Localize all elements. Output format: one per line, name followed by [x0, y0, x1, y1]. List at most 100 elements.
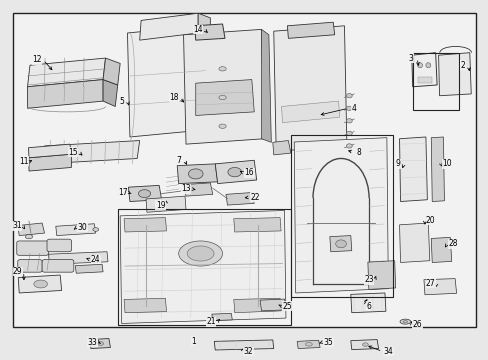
Bar	[412, 53, 458, 110]
Polygon shape	[42, 140, 140, 164]
Polygon shape	[233, 298, 281, 313]
Text: 33: 33	[87, 338, 97, 347]
Ellipse shape	[335, 240, 346, 248]
Text: 12: 12	[32, 55, 42, 64]
Polygon shape	[128, 185, 161, 202]
Ellipse shape	[188, 169, 203, 179]
Text: 2: 2	[460, 61, 465, 70]
Polygon shape	[225, 193, 254, 205]
Polygon shape	[183, 30, 264, 144]
Polygon shape	[273, 26, 346, 151]
Polygon shape	[438, 53, 470, 96]
Polygon shape	[183, 183, 212, 196]
Polygon shape	[90, 338, 110, 348]
Text: 26: 26	[412, 320, 422, 329]
Polygon shape	[399, 137, 427, 202]
Text: 22: 22	[250, 193, 260, 202]
Text: 4: 4	[351, 104, 356, 113]
Polygon shape	[124, 298, 166, 313]
Text: 24: 24	[91, 255, 101, 264]
Polygon shape	[430, 137, 444, 202]
Polygon shape	[294, 138, 387, 293]
Polygon shape	[27, 80, 103, 108]
Polygon shape	[127, 26, 205, 137]
Polygon shape	[120, 211, 285, 323]
Polygon shape	[103, 58, 120, 85]
Polygon shape	[194, 24, 224, 40]
Text: 27: 27	[425, 279, 435, 288]
Text: 1: 1	[190, 337, 195, 346]
Polygon shape	[430, 237, 451, 262]
Text: 18: 18	[169, 93, 178, 102]
Text: 35: 35	[323, 338, 332, 347]
Ellipse shape	[138, 190, 150, 198]
Polygon shape	[287, 22, 334, 39]
Ellipse shape	[305, 342, 312, 346]
Ellipse shape	[219, 95, 226, 100]
Polygon shape	[29, 154, 71, 171]
FancyBboxPatch shape	[47, 239, 71, 252]
Polygon shape	[75, 264, 103, 273]
Polygon shape	[281, 101, 339, 123]
Polygon shape	[211, 314, 232, 320]
Polygon shape	[18, 223, 44, 235]
Text: 11: 11	[20, 157, 29, 166]
Polygon shape	[18, 275, 61, 293]
Text: 14: 14	[193, 25, 203, 34]
Ellipse shape	[98, 342, 103, 345]
Polygon shape	[195, 80, 254, 116]
Ellipse shape	[425, 63, 430, 68]
Ellipse shape	[187, 246, 214, 261]
Polygon shape	[215, 160, 256, 184]
Polygon shape	[27, 58, 105, 87]
Ellipse shape	[346, 119, 351, 123]
Polygon shape	[28, 144, 71, 158]
Polygon shape	[146, 196, 185, 212]
Bar	[417, 77, 431, 83]
Polygon shape	[329, 235, 351, 252]
FancyBboxPatch shape	[18, 260, 42, 272]
Polygon shape	[214, 340, 273, 350]
Text: 20: 20	[425, 216, 435, 225]
Bar	[13, 13, 475, 327]
Bar	[118, 209, 290, 325]
Bar	[290, 135, 392, 297]
Polygon shape	[367, 261, 395, 289]
Ellipse shape	[346, 94, 351, 98]
Text: 30: 30	[78, 223, 87, 232]
Text: 31: 31	[12, 221, 21, 230]
Polygon shape	[260, 299, 285, 311]
Text: 21: 21	[206, 317, 216, 326]
Ellipse shape	[227, 167, 241, 177]
Text: 32: 32	[243, 347, 253, 356]
FancyBboxPatch shape	[42, 260, 74, 272]
Ellipse shape	[346, 106, 351, 111]
Ellipse shape	[93, 228, 99, 231]
Text: 9: 9	[395, 159, 400, 168]
Ellipse shape	[219, 67, 226, 71]
Ellipse shape	[403, 320, 407, 323]
Polygon shape	[350, 293, 385, 313]
Polygon shape	[423, 279, 456, 295]
Ellipse shape	[346, 131, 351, 135]
Text: 5: 5	[119, 96, 124, 105]
Polygon shape	[272, 140, 290, 155]
Text: 13: 13	[181, 184, 190, 193]
Ellipse shape	[178, 241, 222, 266]
Ellipse shape	[346, 144, 351, 148]
Polygon shape	[411, 53, 436, 87]
Text: 17: 17	[118, 188, 127, 197]
Text: 6: 6	[366, 302, 370, 311]
Polygon shape	[48, 252, 108, 264]
Text: 25: 25	[282, 302, 292, 311]
Ellipse shape	[219, 124, 226, 129]
Text: 7: 7	[176, 156, 181, 165]
Text: 23: 23	[363, 275, 373, 284]
Polygon shape	[177, 164, 217, 184]
Polygon shape	[198, 13, 210, 37]
Text: 19: 19	[156, 201, 165, 210]
Polygon shape	[203, 26, 217, 135]
Text: 3: 3	[408, 54, 413, 63]
Ellipse shape	[25, 234, 33, 239]
Text: 34: 34	[383, 347, 392, 356]
